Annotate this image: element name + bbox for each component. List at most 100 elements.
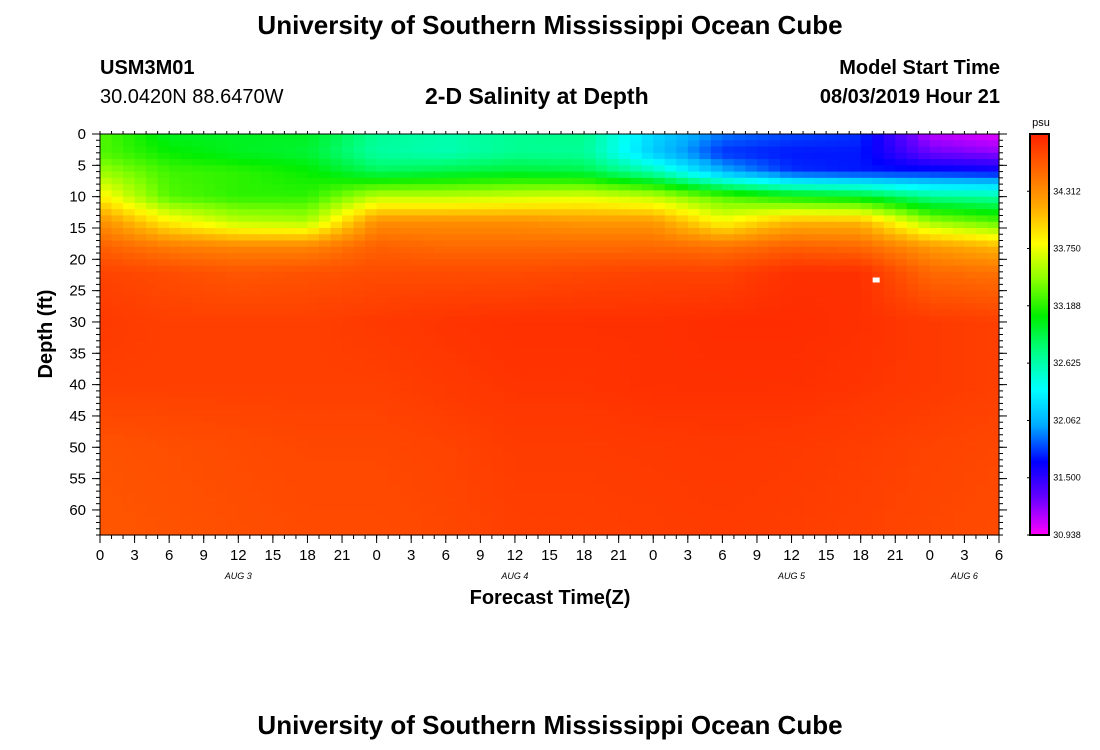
heatmap-cell (941, 303, 954, 311)
heatmap-cell (434, 278, 447, 285)
heatmap-cell (226, 491, 239, 499)
heatmap-cell (215, 134, 228, 141)
heatmap-cell (537, 340, 551, 348)
heatmap-cell (814, 409, 827, 417)
heatmap-cell (330, 296, 343, 304)
heatmap-cell (249, 359, 262, 367)
heatmap-cell (480, 209, 493, 217)
heatmap-cell (468, 321, 481, 329)
heatmap-cell (756, 347, 770, 354)
heatmap-cell (192, 453, 205, 461)
heatmap-cell (318, 134, 332, 141)
heatmap-cell (146, 221, 159, 229)
heatmap-cell (192, 516, 205, 524)
heatmap-cell (203, 459, 216, 467)
heatmap-cell (561, 353, 574, 361)
heatmap-cell (561, 447, 574, 455)
heatmap-cell (272, 234, 286, 242)
heatmap-cell (480, 409, 493, 417)
heatmap-cell (883, 497, 896, 505)
heatmap-cell (641, 328, 654, 336)
heatmap-cell (607, 284, 620, 292)
heatmap-cell (630, 134, 643, 141)
heatmap-cell (180, 296, 193, 304)
heatmap-cell (664, 415, 677, 423)
heatmap-cell (549, 509, 562, 517)
heatmap-cell (157, 227, 170, 235)
heatmap-cell (514, 309, 528, 317)
heatmap-cell (975, 415, 989, 423)
heatmap-cell (929, 202, 942, 210)
heatmap-cell (918, 146, 931, 154)
heatmap-cell (215, 265, 228, 273)
heatmap-cell (733, 528, 747, 536)
heatmap-cell (699, 278, 712, 285)
heatmap-cell (630, 459, 643, 467)
heatmap-cell (803, 290, 816, 298)
heatmap-cell (791, 415, 804, 423)
heatmap-cell (203, 259, 216, 267)
heatmap-cell (111, 516, 124, 524)
heatmap-cell (261, 196, 274, 204)
heatmap-cell (295, 209, 309, 217)
heatmap-cell (895, 227, 908, 235)
heatmap-cell (123, 503, 136, 511)
heatmap-cell (238, 428, 251, 436)
heatmap-cell (860, 434, 873, 442)
heatmap-cell (491, 516, 504, 524)
heatmap-cell (272, 177, 286, 185)
heatmap-cell (330, 503, 343, 511)
heatmap-cell (123, 184, 136, 191)
heatmap-cell (503, 146, 516, 154)
heatmap-cell (860, 165, 873, 173)
heatmap-cell (272, 140, 286, 148)
heatmap-cell (780, 434, 793, 442)
heatmap-cell (434, 209, 447, 217)
heatmap-cell (411, 441, 424, 448)
heatmap-cell (918, 347, 931, 354)
heatmap-cell (365, 234, 378, 242)
heatmap-cell (849, 441, 862, 448)
heatmap-cell (457, 466, 470, 473)
heatmap-cell (941, 196, 954, 204)
heatmap-cell (526, 353, 539, 361)
heatmap-cell (826, 278, 839, 285)
heatmap-cell (468, 215, 481, 223)
heatmap-cell (365, 284, 378, 292)
heatmap-cell (630, 246, 643, 254)
heatmap-cell (146, 522, 159, 530)
heatmap-cell (584, 397, 597, 405)
heatmap-cell (180, 453, 193, 461)
heatmap-cell (215, 246, 228, 254)
heatmap-cell (445, 422, 458, 430)
heatmap-cell (123, 328, 136, 336)
heatmap-cell (837, 315, 850, 323)
heatmap-cell (215, 453, 228, 461)
heatmap-cell (883, 290, 896, 298)
heatmap-cell (584, 516, 597, 524)
heatmap-cell (272, 509, 286, 517)
heatmap-cell (653, 159, 666, 166)
heatmap-cell (699, 441, 712, 448)
heatmap-cell (895, 497, 908, 505)
heatmap-cell (169, 209, 182, 217)
heatmap-cell (295, 509, 309, 517)
heatmap-cell (203, 447, 216, 455)
heatmap-cell (503, 459, 516, 467)
heatmap-cell (434, 296, 447, 304)
heatmap-cell (434, 340, 447, 348)
heatmap-cell (537, 227, 551, 235)
heatmap-cell (572, 246, 585, 254)
heatmap-cell (180, 146, 193, 154)
heatmap-cell (514, 202, 528, 210)
heatmap-cell (376, 309, 389, 317)
heatmap-cell (676, 221, 689, 229)
heatmap-cell (872, 209, 885, 217)
heatmap-cell (526, 265, 539, 273)
heatmap-cell (860, 365, 873, 373)
heatmap-cell (526, 240, 539, 248)
heatmap-cell (964, 303, 977, 311)
heatmap-cell (941, 234, 954, 242)
heatmap-cell (895, 528, 908, 536)
heatmap-cell (837, 403, 850, 411)
